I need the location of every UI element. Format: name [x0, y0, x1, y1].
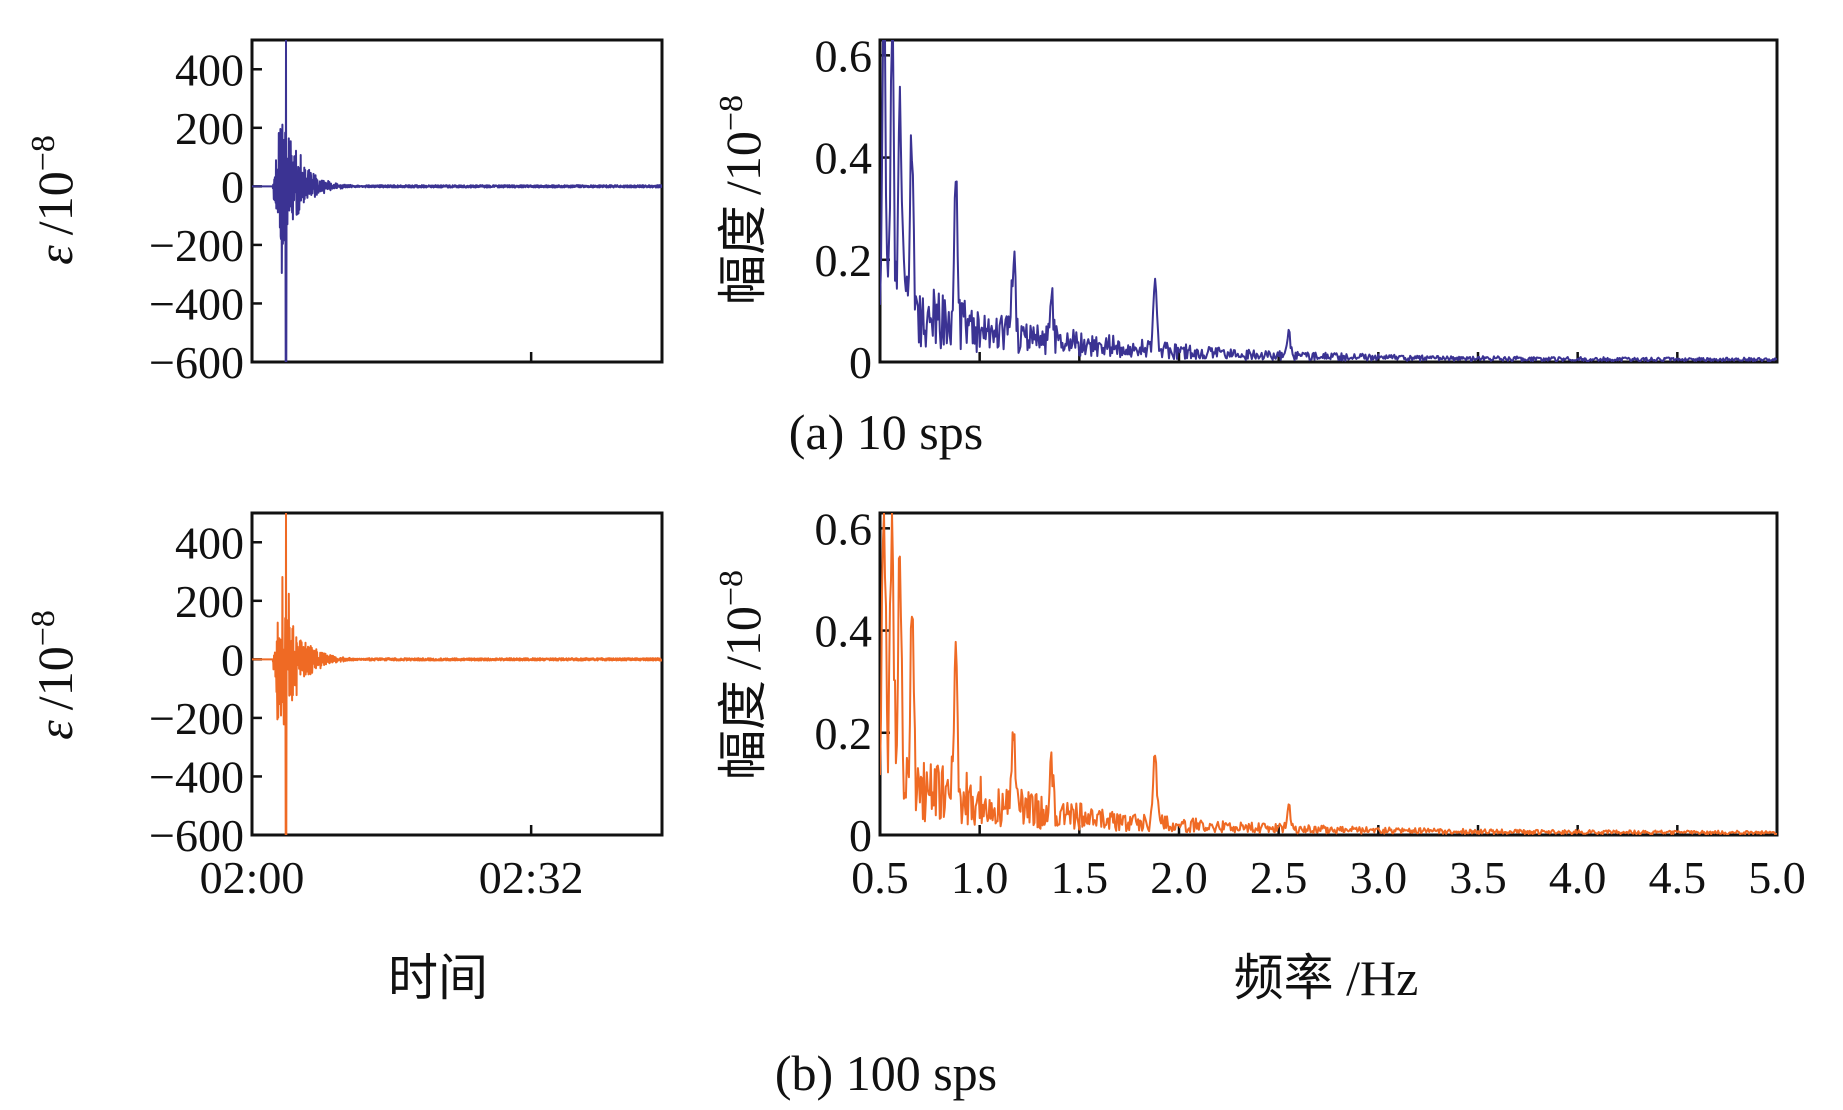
y-tick-label-a_spec-0: 0.6 — [815, 30, 873, 81]
series-line-a_spec — [880, 40, 1777, 362]
series-line-b_spec — [880, 513, 1777, 835]
panel-b-spectrum: 幅度/10−8 频率 /Hz 0.6 0.4 0.2 00.5 1.0 1.5 2.0 2.5… — [713, 503, 1806, 1006]
caption-b: (b) 100 sps — [775, 1045, 997, 1101]
y-tick-label-a_time-2: 0 — [221, 161, 244, 212]
panel-a-time-series: ε/10−8 400 200 0 −200 −400 −600 — [25, 38, 664, 388]
y-axis-title-b-spec: 幅度/10−8 — [713, 570, 771, 780]
panel-a-spectrum: 幅度/10−8 0.6 0.4 0.2 0 — [713, 30, 1779, 388]
plot-frame-a_time — [250, 38, 664, 364]
x-tick-label-b_spec-1: 1.0 — [951, 852, 1009, 903]
plot-frame-a_spec — [878, 38, 1779, 364]
y-tick-label-b_spec-0: 0.6 — [815, 503, 873, 554]
x-tick-label-b_spec-8: 4.5 — [1649, 852, 1707, 903]
series-line-a_time — [252, 40, 662, 362]
x-tick-label-b_time-1: 02:32 — [479, 852, 584, 903]
y-tick-label-a_spec-1: 0.4 — [815, 133, 873, 184]
x-axis-title-b-spec: 频率 /Hz — [1234, 950, 1419, 1006]
y-tick-label-b_time-2: 0 — [221, 634, 244, 685]
y-tick-label-b_spec-2: 0.2 — [815, 708, 873, 759]
y-tick-label-b_time-0: 400 — [175, 517, 244, 568]
plot-frame-b_spec — [878, 511, 1779, 837]
x-tick-label-b_spec-6: 3.5 — [1449, 852, 1507, 903]
x-tick-label-b_time-0: 02:00 — [200, 852, 305, 903]
y-tick-label-b_time-1: 200 — [175, 576, 244, 627]
caption-a: (a) 10 sps — [789, 404, 983, 460]
y-tick-label-a_time-1: 200 — [175, 103, 244, 154]
plot-frame-b_time — [250, 511, 664, 837]
y-tick-label-a_time-5: −600 — [149, 337, 244, 388]
y-tick-label-b_spec-3: 0 — [849, 810, 872, 861]
y-tick-label-b_time-3: −200 — [149, 693, 244, 744]
y-tick-label-b_time-5: −600 — [149, 810, 244, 861]
y-axis-title-a-spec: 幅度/10−8 — [713, 95, 771, 305]
x-axis-title-b-time: 时间 — [388, 950, 488, 1006]
series-line-b_time — [252, 513, 662, 835]
y-tick-label-b_spec-1: 0.4 — [815, 606, 873, 657]
x-tick-label-b_spec-3: 2.0 — [1150, 852, 1208, 903]
y-tick-label-b_time-4: −400 — [149, 751, 244, 802]
x-tick-label-b_spec-2: 1.5 — [1051, 852, 1109, 903]
x-tick-label-b_spec-0: 0.5 — [851, 852, 909, 903]
x-tick-label-b_spec-5: 3.0 — [1350, 852, 1408, 903]
x-tick-label-b_spec-9: 5.0 — [1748, 852, 1806, 903]
x-tick-label-b_spec-7: 4.0 — [1549, 852, 1607, 903]
y-axis-title-b-time: ε/10−8 — [25, 610, 83, 740]
y-tick-label-a_spec-2: 0.2 — [815, 235, 873, 286]
y-tick-label-a_time-0: 400 — [175, 44, 244, 95]
y-axis-title-a-time: ε/10−8 — [25, 135, 83, 265]
y-tick-label-a_spec-3: 0 — [849, 337, 872, 388]
x-tick-label-b_spec-4: 2.5 — [1250, 852, 1308, 903]
y-tick-label-a_time-4: −400 — [149, 278, 244, 329]
y-tick-label-a_time-3: −200 — [149, 220, 244, 271]
